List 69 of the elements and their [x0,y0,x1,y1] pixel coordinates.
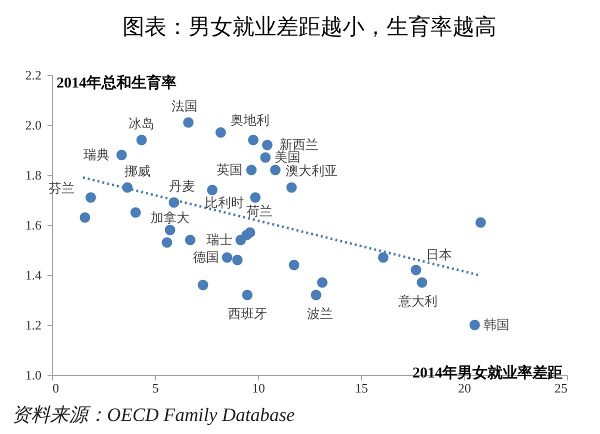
x-tick-label: 15 [355,380,368,396]
y-tick-label: 1.8 [25,168,42,182]
point [116,150,127,160]
point [215,127,226,138]
x-tick-label: 25 [554,380,568,396]
x-tick-label: 5 [152,380,159,396]
point [162,237,172,248]
point [378,252,388,263]
y-tick-label: 1.0 [25,368,42,382]
x-tick-label: 0 [52,380,59,396]
annotation: 荷兰 [246,204,272,218]
point [222,252,232,263]
point [260,152,271,163]
point [80,212,90,223]
annotation: 瑞典 [84,147,110,162]
point [469,320,480,330]
point [198,280,208,290]
annotation: 挪威 [124,164,150,178]
annotation: 德国 [193,250,220,264]
point [317,277,328,288]
point [270,164,281,176]
annotation: 比利时 [204,195,244,210]
point [136,134,147,146]
text: 资料来源：OECD Family Database [12,405,295,426]
point [246,164,257,176]
annotation: 瑞士 [206,232,233,247]
point [130,207,141,218]
annotation: 波兰 [307,306,334,321]
annotation: 加拿大 [150,210,190,225]
annotation: 英国 [216,162,242,177]
point [183,117,194,128]
annotation: 美国 [274,150,300,164]
point [262,140,273,150]
y-axis-title: 2014年总和生育率 [56,74,176,92]
point [248,134,259,146]
point [286,182,297,193]
annotation: 丹麦 [168,178,195,194]
annotation: 澳大利亚 [285,163,338,178]
annotation: 奥地利 [230,112,270,128]
annotation: 冰岛 [128,116,155,131]
point [207,184,218,196]
point [85,192,96,203]
x-tick-label: 10 [252,380,265,396]
point [410,264,422,276]
y-tick-label: 1.6 [25,218,42,232]
annotation: 西班牙 [228,306,267,321]
annotation: 芬兰 [48,180,75,196]
y-tick-label: 2.0 [25,118,42,132]
point [475,217,486,228]
point [242,290,253,300]
annotation: 韩国 [484,317,510,332]
point [288,260,300,270]
point [416,277,428,288]
point [250,192,261,203]
point [184,234,196,246]
y-tick-label: 1.4 [25,268,42,282]
point [164,224,176,236]
x-tick-label: 20 [458,380,471,396]
x-axis-title: 2014年男女就业率差距 [412,364,562,382]
annotation: 新西兰 [279,137,318,152]
y-tick-label: 2.2 [25,68,42,82]
annotation: 意大利 [397,294,438,308]
annotation: 法国 [171,98,198,114]
point [244,227,256,238]
y-tick-label: 1.2 [25,318,42,332]
point [232,254,243,266]
annotation: 日本 [426,247,452,262]
chart-title: 图表：男女就业差距越小，生育率越高 [122,14,496,39]
point [310,290,322,300]
